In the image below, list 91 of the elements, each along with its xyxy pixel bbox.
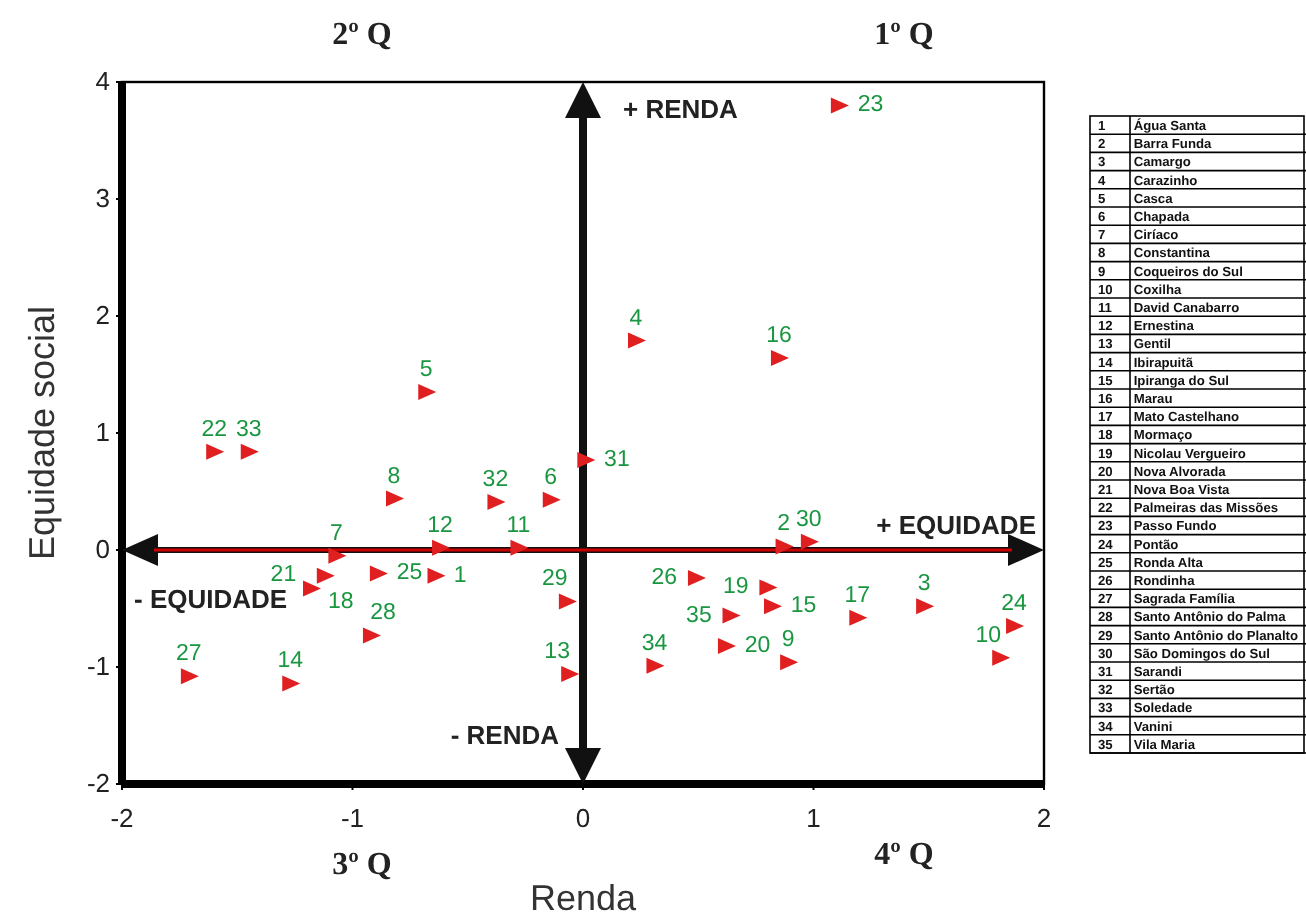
series-label: 26 [651,566,678,591]
y-tick-label: -2 [86,768,110,799]
point [775,538,794,555]
point [282,675,301,692]
annotation: + RENDA [623,94,740,124]
series-label: 7 [329,521,343,546]
point [770,350,789,367]
series-label: 4 [629,306,644,331]
point [328,547,347,564]
point [992,649,1011,666]
series-label: 30 [796,507,822,532]
x-tick-label: 0 [575,803,591,834]
series-label: 34 [641,631,669,656]
series-label: 3 [917,572,931,597]
x-tick-label: -1 [340,803,365,834]
series-label: 13 [544,640,570,665]
point [646,657,665,674]
x-tick-label: 2 [1036,803,1052,834]
series-label: 33 [235,417,262,442]
point [542,491,561,508]
series-label: 5 [419,358,433,383]
series-label: 32 [482,468,509,493]
y-tick-label: 3 [95,183,110,214]
point [427,567,446,584]
point [759,579,778,596]
y-tick-label: 0 [95,534,110,565]
series-label: 25 [396,561,423,586]
series-label: 16 [766,324,792,349]
point [830,97,849,114]
x-tick-label: 1 [806,803,821,834]
point [432,539,451,556]
series-label: 23 [857,93,884,118]
y-axis-title: Equidade social [22,305,62,561]
y-tick-label: 1 [95,417,110,448]
series-label: 22 [201,417,227,442]
series-label: 18 [328,589,354,614]
series-label: 10 [975,623,1001,648]
series-label: 8 [387,464,401,489]
series-label: 31 [604,447,630,472]
point [418,384,437,401]
point [849,609,868,626]
series-label: 6 [544,465,558,490]
series-label: 19 [723,575,749,600]
point [800,533,819,550]
series-label: 1 [453,563,467,588]
annotation: - RENDA [450,720,561,750]
series-label: 35 [686,603,712,628]
point [303,580,322,597]
point [561,666,580,683]
x-axis-title: Renda [529,878,639,918]
series-label: 27 [176,642,202,667]
point [510,539,529,556]
point [206,443,225,460]
series-label: 12 [427,513,453,538]
point [722,607,741,624]
text: 1º Q [874,18,934,52]
point [240,443,259,460]
y-tick-label: 4 [95,66,110,97]
series-label: 15 [790,594,817,619]
text: 2º Q [332,18,392,52]
point [628,332,647,349]
point [780,654,799,671]
series-label: 14 [277,649,305,674]
point [487,494,506,511]
point [687,570,706,587]
point [369,565,388,582]
point [577,451,596,468]
point [385,490,404,507]
point [764,598,783,615]
point [180,668,199,685]
series-label: 20 [744,633,771,658]
annotation: - EQUIDADE [134,584,288,614]
point [916,598,935,615]
series-label: 9 [781,628,795,653]
text: 3º Q [332,848,392,882]
series-label: 21 [270,562,297,587]
series-label: 29 [542,567,568,592]
point [1006,618,1025,635]
series-label: 2 [777,512,790,537]
series-label: 24 [1001,592,1029,617]
point [558,593,577,610]
point [316,567,335,584]
series-label: 28 [370,601,396,626]
point [717,637,736,654]
text: 4º Q [874,838,934,872]
y-tick-label: -1 [86,651,110,682]
annotation: + EQUIDADE [876,510,1037,540]
series-label: 17 [844,583,871,608]
point [362,627,381,644]
series-label: 11 [506,513,531,538]
y-tick-label: 2 [95,300,110,331]
